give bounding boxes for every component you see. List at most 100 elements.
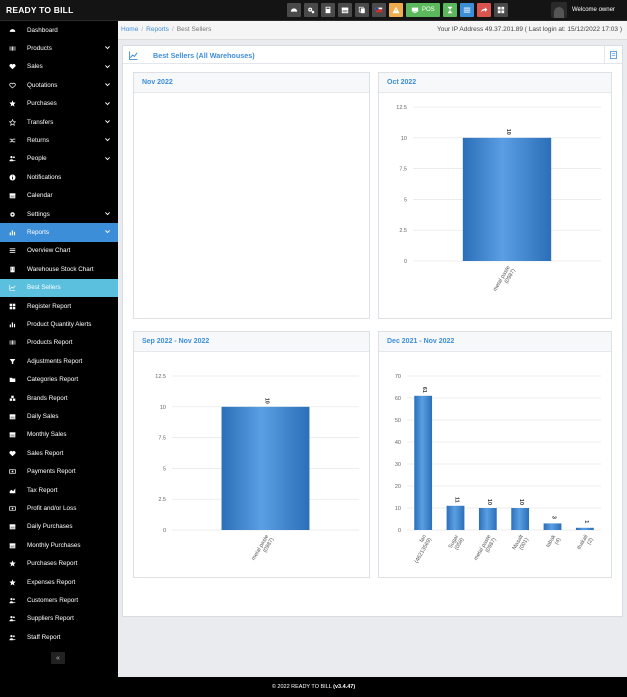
sidebar-item-monthly-sales[interactable]: Monthly Sales (0, 426, 118, 444)
sidebar-item-returns[interactable]: Returns (0, 131, 118, 149)
sidebar-item-settings[interactable]: Settings (0, 205, 118, 223)
y-tick-label: 50 (395, 418, 401, 424)
flag-icon (375, 6, 383, 14)
breadcrumb-home[interactable]: Home (121, 26, 139, 33)
main-content: Home / Reports / Best Sellers Your IP Addres… (118, 21, 627, 677)
y-tick-label: 10 (401, 136, 407, 142)
x-tick-label: metal paste(0987) (492, 265, 517, 296)
star-icon (8, 578, 16, 586)
toolbar-button-share[interactable] (476, 3, 491, 17)
toolbar-button-list[interactable] (459, 3, 474, 17)
x-tick-label: Masalt(001) (512, 534, 531, 554)
chart-bar[interactable] (478, 508, 497, 530)
toolbar-button-flag[interactable] (372, 3, 386, 17)
sidebar-item-product-quantity-alerts[interactable]: Product Quantity Alerts (0, 315, 118, 333)
sidebar-item-purchases[interactable]: Purchases (0, 95, 118, 113)
user-menu[interactable]: Welcome owner (551, 2, 615, 18)
welcome-text: Welcome owner (572, 7, 615, 13)
sidebar-item-tax-report[interactable]: Tax Report (0, 481, 118, 499)
bar-chart: 0 2.5 5 7.5 10 12.5 10 metal paste(0987) (396, 105, 601, 296)
sidebar-item-label: Calendar (27, 192, 53, 200)
toolbar-button-dashboard[interactable] (287, 3, 301, 17)
y-tick-label: 7.5 (399, 167, 407, 173)
sidebar-item-label: Product Quantity Alerts (27, 321, 92, 329)
filter-icon (8, 357, 16, 365)
toolbar-button-alert[interactable] (389, 3, 403, 17)
sidebar-item-products[interactable]: Products (0, 39, 118, 57)
sidebar-item-customers-report[interactable]: Customers Report (0, 591, 118, 609)
sidebar-item-adjustments-report[interactable]: Adjustments Report (0, 352, 118, 370)
print-button[interactable] (604, 46, 622, 63)
chart-box-sep-nov-2022: Sep 2022 - Nov 2022 0 2.5 5 7.5 10 12.5 10 meta… (133, 331, 370, 578)
sidebar-item-payments-report[interactable]: Payments Report (0, 463, 118, 481)
sidebar-item-label: Best Sellers (27, 284, 61, 292)
calculator-icon (324, 6, 332, 14)
sidebar-item-brands-report[interactable]: Brands Report (0, 389, 118, 407)
sidebar-item-categories-report[interactable]: Categories Report (0, 371, 118, 389)
heart-outline-icon (8, 81, 16, 89)
sidebar-item-reports[interactable]: Reports (0, 223, 118, 242)
chart-bar[interactable] (414, 395, 433, 530)
sidebar-collapse-button[interactable]: « (51, 652, 65, 664)
sidebar-item-products-report[interactable]: Products Report (0, 334, 118, 352)
toolbar-button-grid[interactable] (493, 3, 508, 17)
breadcrumb-reports[interactable]: Reports (146, 26, 169, 33)
sidebar-item-people[interactable]: People (0, 150, 118, 168)
chart-bar[interactable] (575, 527, 594, 530)
sidebar-item-sales[interactable]: Sales (0, 58, 118, 76)
data-label: 1 (583, 520, 589, 523)
sidebar-item-purchases-report[interactable]: Purchases Report (0, 555, 118, 573)
bar-chart-icon (8, 321, 16, 329)
sidebar-item-best-sellers[interactable]: Best Sellers (0, 278, 118, 297)
sidebar-item-monthly-purchases[interactable]: Monthly Purchases (0, 536, 118, 554)
toolbar-button-hourglass[interactable] (442, 3, 457, 17)
sidebar-item-daily-sales[interactable]: Daily Sales (0, 407, 118, 425)
users-icon (8, 155, 16, 163)
sidebar-item-label: Categories Report (27, 376, 79, 384)
sidebar-item-label: Sales (27, 63, 43, 71)
toolbar-button-copy[interactable] (355, 3, 369, 17)
toolbar-button-pos[interactable]: POS (406, 3, 440, 17)
sidebar-item-calendar[interactable]: Calendar (0, 187, 118, 205)
toolbar-button-cogs[interactable] (304, 3, 318, 17)
chart-bar[interactable] (462, 137, 552, 261)
sidebar-item-expenses-report[interactable]: Expenses Report (0, 573, 118, 591)
y-tick-label: 10 (160, 405, 166, 411)
sidebar-item-label: Payments Report (27, 468, 76, 476)
sidebar-item-daily-purchases[interactable]: Daily Purchases (0, 518, 118, 536)
sidebar-item-notifications[interactable]: Notifications (0, 168, 118, 186)
sidebar-item-label: Purchases Report (27, 560, 78, 568)
toolbar-button-calendar[interactable] (338, 3, 352, 17)
sidebar-item-staff-report[interactable]: Staff Report (0, 628, 118, 646)
sidebar-item-label: Quotations (27, 81, 58, 89)
sidebar-item-label: Products (27, 45, 52, 53)
sidebar-item-label: Tax Report (27, 486, 58, 494)
sidebar-item-register-report[interactable]: Register Report (0, 297, 118, 315)
file-icon (610, 50, 617, 59)
sidebar-item-profit-and-or-loss[interactable]: Profit and/or Loss (0, 499, 118, 517)
chart-bar[interactable] (221, 406, 310, 530)
x-tick-label: tabak(4) (545, 534, 562, 552)
pos-icon (411, 6, 419, 14)
y-tick-label: 5 (404, 197, 407, 203)
toolbar-button-calculator[interactable] (321, 3, 335, 17)
sidebar-item-suppliers-report[interactable]: Suppliers Report (0, 610, 118, 628)
sidebar-item-overview-chart[interactable]: Overview Chart (0, 242, 118, 260)
chart-bar[interactable] (446, 505, 465, 530)
sidebar-item-label: Customers Report (27, 597, 79, 605)
chart-bar[interactable] (511, 508, 530, 530)
money-icon (8, 505, 16, 513)
sidebar-item-quotations[interactable]: Quotations (0, 76, 118, 94)
money-icon (8, 468, 16, 476)
y-tick-label: 2.5 (158, 497, 166, 503)
star-icon (8, 560, 16, 568)
data-label: 61 (421, 387, 427, 393)
sidebar-item-transfers[interactable]: Transfers (0, 113, 118, 131)
sidebar-item-dashboard[interactable]: Dashboard (0, 21, 118, 39)
sidebar-item-warehouse-stock-chart[interactable]: Warehouse Stock Chart (0, 260, 118, 278)
bar-chart-icon (8, 229, 16, 237)
brand-logo[interactable]: READY TO BILL (6, 5, 74, 15)
chart-bar[interactable] (543, 523, 562, 530)
chart-box-title: Oct 2022 (379, 73, 611, 93)
sidebar-item-sales-report[interactable]: Sales Report (0, 444, 118, 462)
